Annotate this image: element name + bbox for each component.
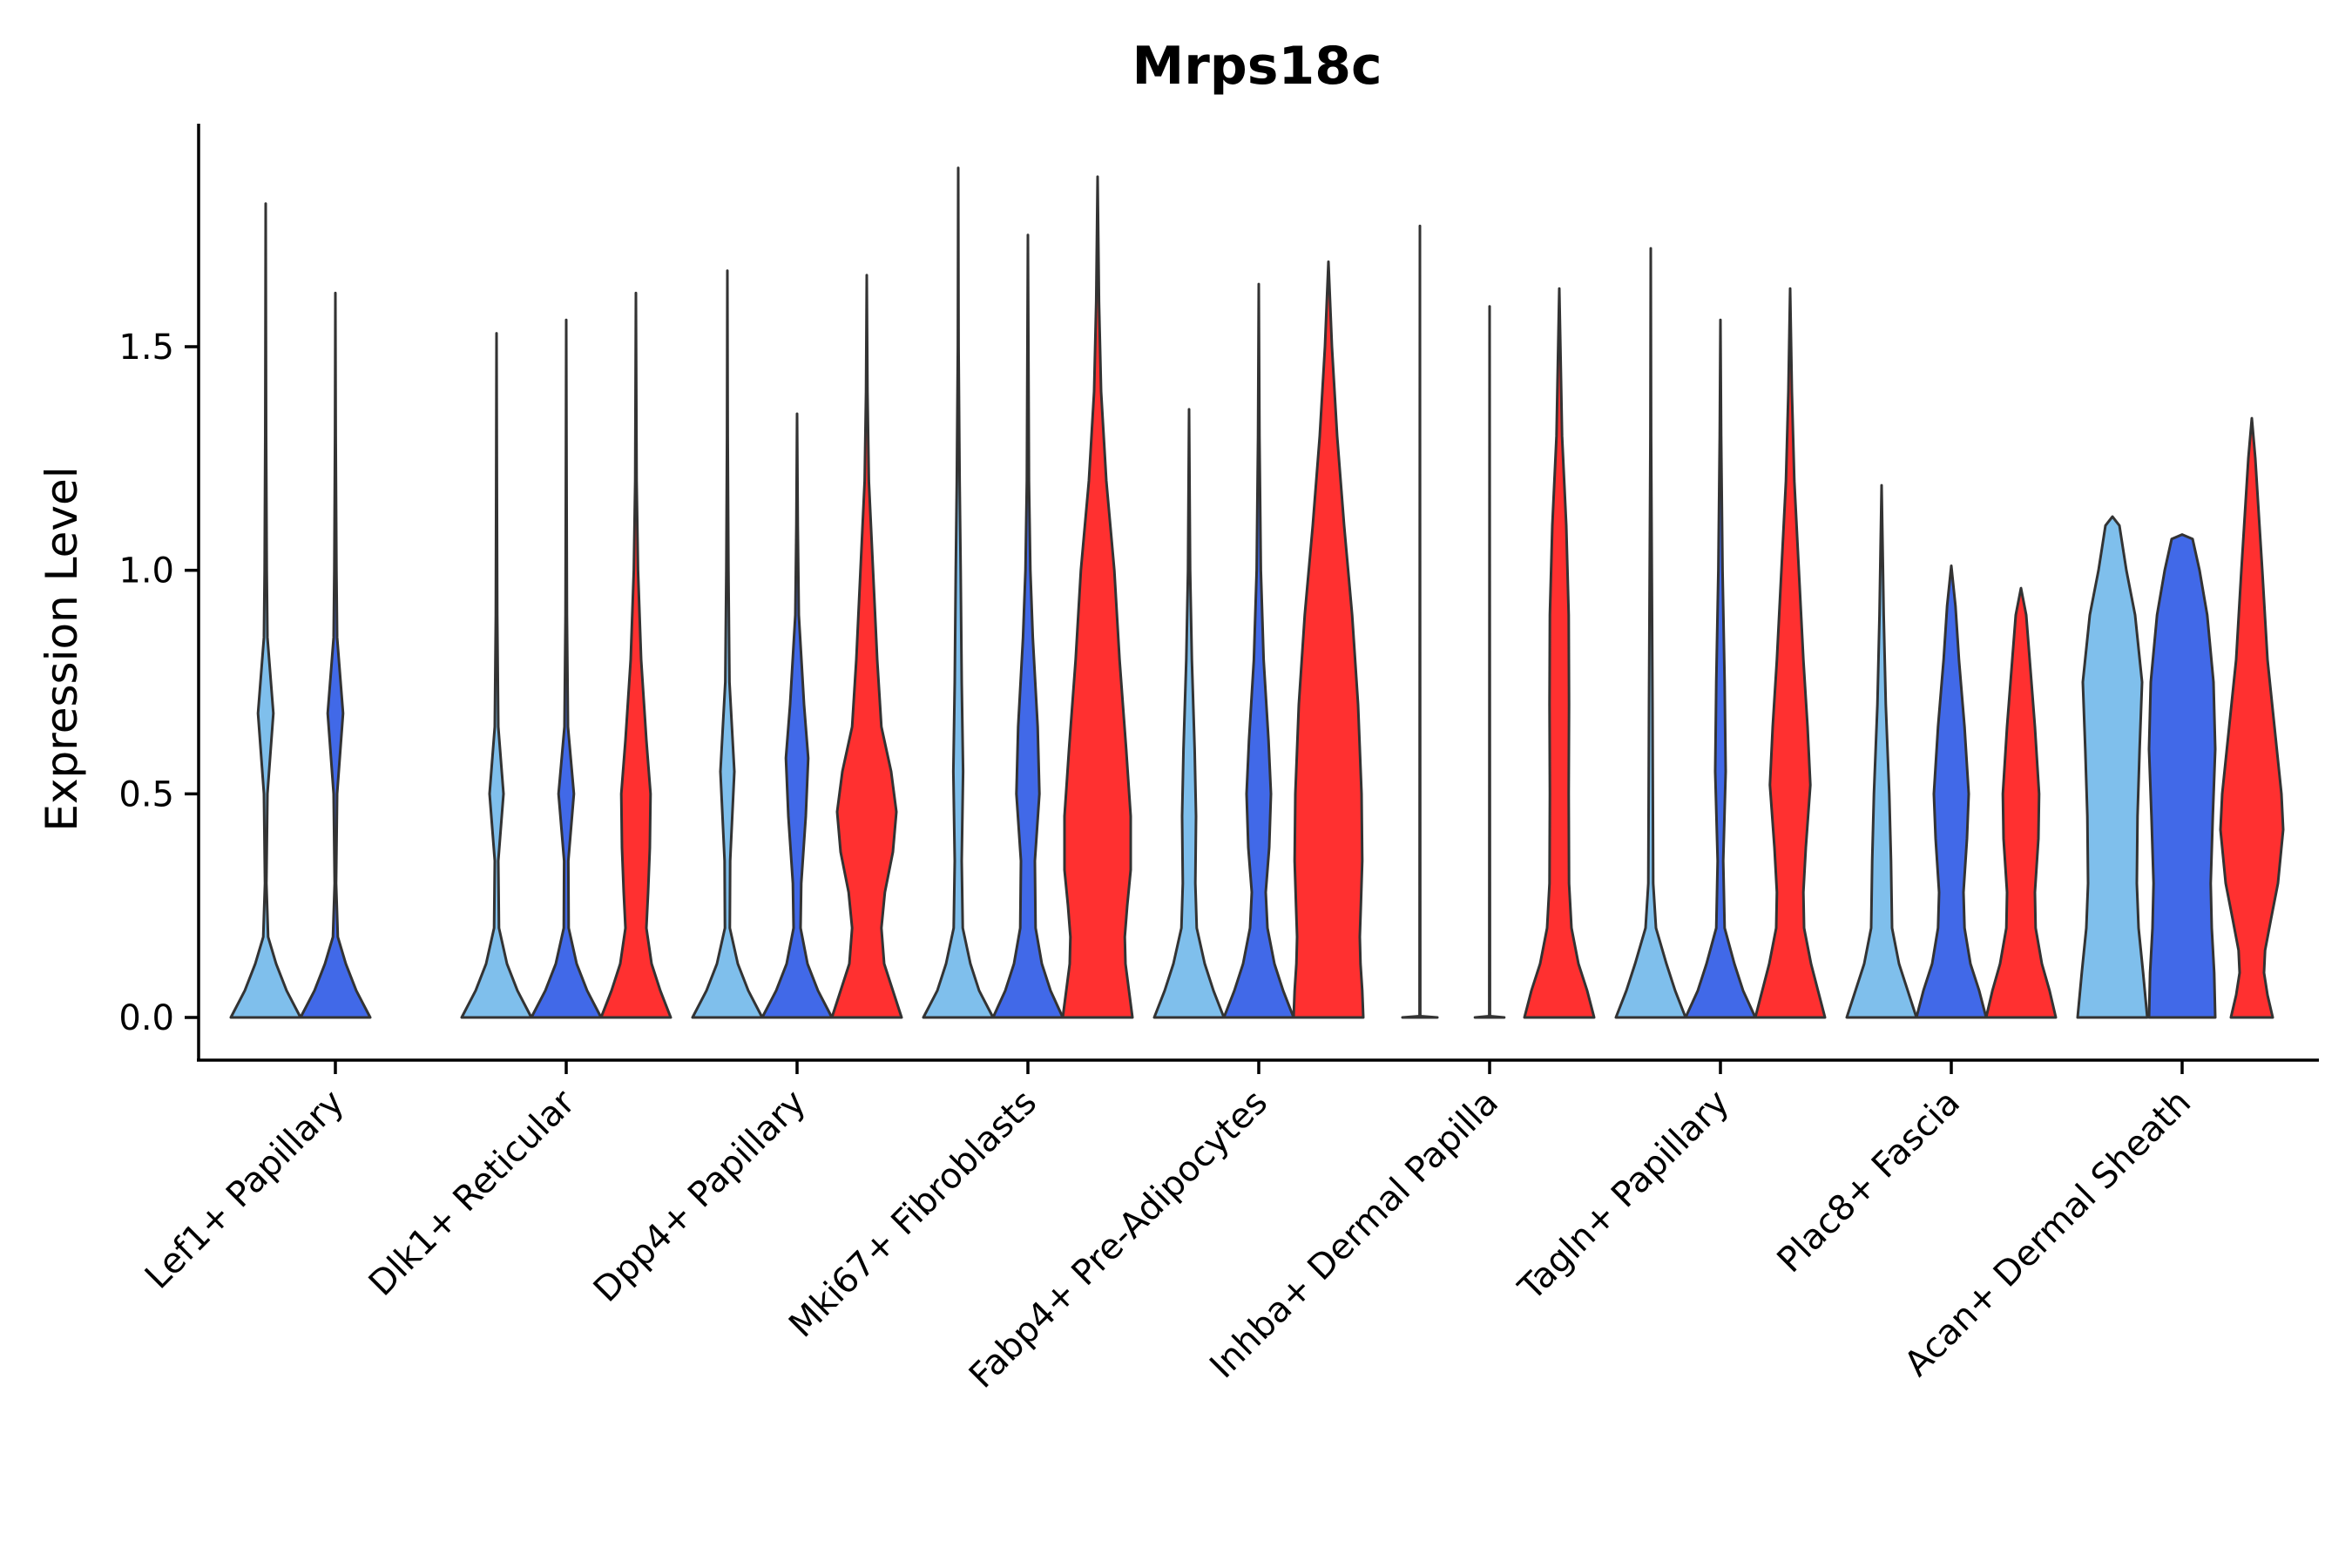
violin-dlk1-reticular-3 — [599, 291, 672, 1019]
violin-dpp4-papillary-3 — [830, 274, 903, 1019]
violin-inhba-dermal-papilla-1 — [1401, 224, 1439, 1019]
violin-tagln-papillary-3 — [1754, 287, 1827, 1019]
violin-tagln-papillary-2 — [1684, 318, 1757, 1019]
violin-plac8-fascia-2 — [1915, 564, 1988, 1019]
y-ticks: 0.0 0.5 1.0 1.5 — [118, 328, 199, 1038]
y-tick-label: 0.0 — [118, 998, 174, 1038]
violin-acan-dermal-sheath-3 — [2219, 416, 2285, 1019]
x-tick-label: Mki67+ Fibroblasts — [781, 1083, 1044, 1346]
x-tick-label: Lef1+ Papillary — [138, 1083, 352, 1297]
violin-lef1-papillary-2 — [299, 291, 372, 1019]
violin-plac8-fascia-1 — [1845, 483, 1918, 1019]
violins-layer — [229, 166, 2285, 1019]
x-tick-label: Dlk1+ Reticular — [362, 1082, 584, 1304]
y-tick-label: 1.0 — [118, 551, 174, 591]
violin-fabp4-pre-adipocytes-1 — [1152, 408, 1226, 1019]
violin-tagln-papillary-1 — [1614, 247, 1687, 1019]
violin-dlk1-reticular-2 — [530, 318, 603, 1019]
x-tick-label: Tagln+ Papillary — [1511, 1083, 1737, 1309]
violin-mki67-fibroblasts-2 — [991, 233, 1064, 1019]
y-tick-label: 1.5 — [118, 328, 174, 368]
violin-inhba-dermal-papilla-2 — [1473, 305, 1506, 1019]
y-axis-label: Expression Level — [37, 466, 87, 831]
y-tick-label: 0.5 — [118, 774, 174, 814]
violin-acan-dermal-sheath-1 — [2076, 515, 2149, 1019]
violin-mki67-fibroblasts-1 — [922, 166, 995, 1019]
violin-acan-dermal-sheath-2 — [2147, 533, 2217, 1019]
x-ticks: Lef1+ Papillary Dlk1+ Reticular Dpp4+ Papi… — [138, 1060, 2199, 1396]
violin-inhba-dermal-papilla-3 — [1523, 287, 1596, 1019]
violin-dpp4-papillary-1 — [691, 269, 764, 1019]
violin-fabp4-pre-adipocytes-3 — [1292, 260, 1365, 1019]
x-tick-label: Dpp4+ Papillary — [586, 1083, 814, 1310]
violin-plac8-fascia-3 — [1984, 586, 2058, 1019]
chart-title: Mrps18c — [1132, 36, 1382, 97]
violin-fabp4-pre-adipocytes-2 — [1222, 282, 1295, 1019]
violin-dlk1-reticular-1 — [460, 332, 533, 1019]
violin-dpp4-papillary-2 — [760, 412, 834, 1019]
x-tick-label: Plac8+ Fascia — [1770, 1083, 1969, 1281]
violin-lef1-papillary-1 — [229, 202, 302, 1019]
violin-mki67-fibroblasts-3 — [1061, 175, 1134, 1019]
